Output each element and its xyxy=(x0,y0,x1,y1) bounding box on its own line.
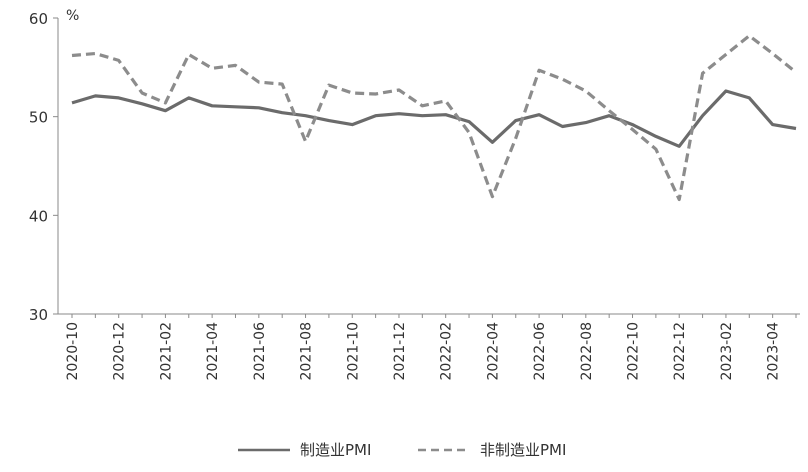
legend: 制造业PMI 非制造业PMI xyxy=(238,441,566,459)
y-tick-label: 60 xyxy=(29,10,48,28)
x-tick-label: 2021-02 xyxy=(158,322,174,381)
x-tick-label: 2023-02 xyxy=(719,322,735,381)
y-tick-label: 40 xyxy=(29,207,48,225)
x-tick-label: 2021-04 xyxy=(205,322,221,381)
y-tick-label: 30 xyxy=(29,306,48,324)
series-line-non-manufacturing xyxy=(71,34,798,202)
y-axis: 30 40 50 60 % xyxy=(29,8,79,324)
x-tick-label: 2022-02 xyxy=(439,322,455,381)
legend-label-manufacturing: 制造业PMI xyxy=(300,441,371,459)
series-layer xyxy=(71,34,798,202)
x-tick-label: 2021-06 xyxy=(252,322,268,381)
x-tick-label: 2021-10 xyxy=(345,322,361,381)
y-unit-label: % xyxy=(66,8,79,24)
y-tick-label: 50 xyxy=(29,109,48,127)
x-axis: 2020-10 2020-12 2021-02 2021-04 2021-06 2021-… xyxy=(58,313,800,381)
legend-label-non-manufacturing: 非制造业PMI xyxy=(480,441,566,459)
x-tick-label: 2022-06 xyxy=(532,322,548,381)
x-tick-label: 2023-04 xyxy=(766,322,782,381)
x-tick-label: 2022-10 xyxy=(626,322,642,381)
x-tick-label: 2021-08 xyxy=(299,322,315,381)
series-line-manufacturing xyxy=(71,89,797,148)
x-tick-label: 2020-12 xyxy=(112,322,128,381)
x-tick-label: 2022-12 xyxy=(672,322,688,381)
x-tick-label: 2022-04 xyxy=(485,322,501,381)
x-tick-label: 2020-10 xyxy=(65,322,81,381)
x-tick-label: 2022-08 xyxy=(579,322,595,381)
x-tick-label: 2021-12 xyxy=(392,322,408,381)
